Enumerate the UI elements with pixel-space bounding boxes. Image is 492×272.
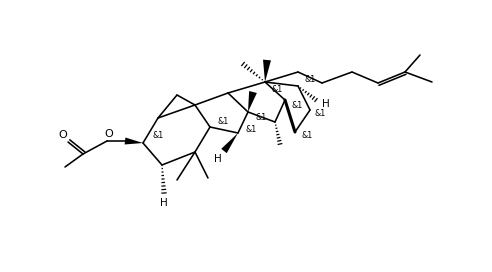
Text: H: H: [214, 154, 222, 164]
Polygon shape: [248, 91, 257, 112]
Text: O: O: [59, 130, 67, 140]
Text: O: O: [105, 129, 113, 139]
Text: H: H: [322, 99, 330, 109]
Text: &1: &1: [246, 125, 257, 134]
Text: &1: &1: [302, 131, 312, 140]
Polygon shape: [263, 60, 271, 82]
Text: &1: &1: [217, 118, 229, 126]
Text: &1: &1: [153, 131, 164, 141]
Text: &1: &1: [272, 85, 282, 94]
Text: &1: &1: [291, 100, 303, 110]
Text: &1: &1: [314, 109, 326, 118]
Text: &1: &1: [305, 76, 316, 85]
Polygon shape: [124, 138, 143, 144]
Text: H: H: [160, 198, 168, 208]
Text: &1: &1: [255, 113, 267, 122]
Polygon shape: [221, 133, 238, 153]
